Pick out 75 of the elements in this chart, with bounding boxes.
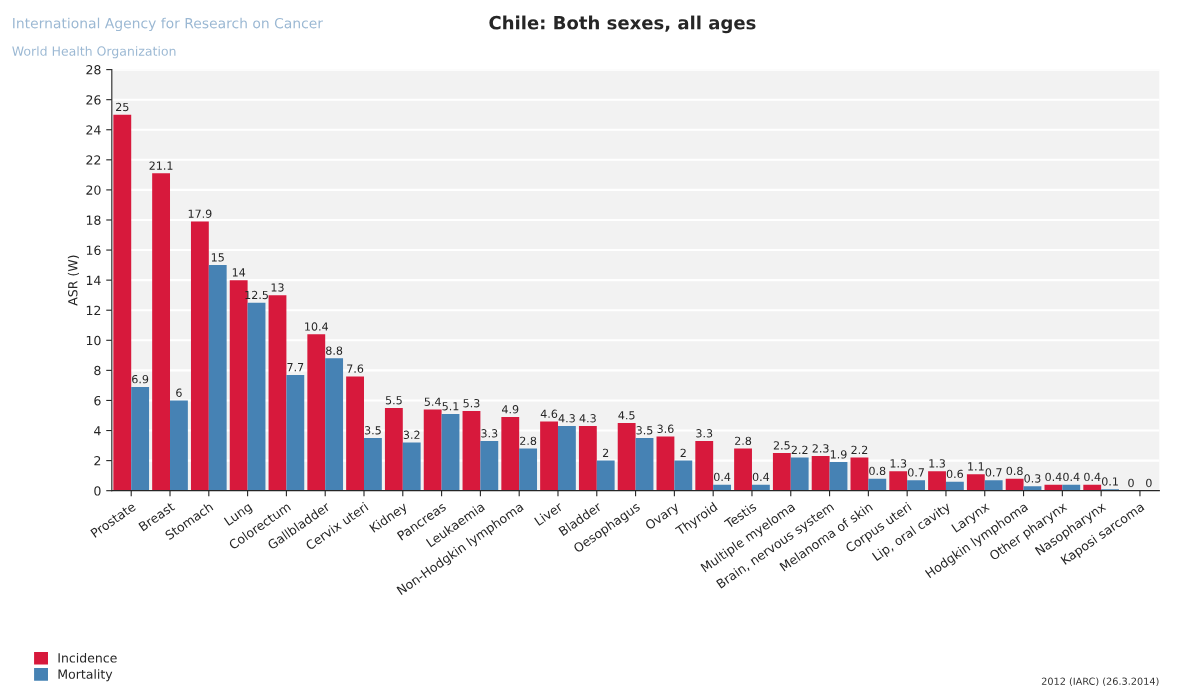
data-label: 2 — [602, 448, 609, 457]
data-label: 2.2 — [851, 445, 868, 454]
data-label: 4.3 — [558, 414, 575, 423]
y-tick-label: 14 — [86, 275, 101, 285]
y-tick-label: 16 — [86, 245, 101, 255]
data-label: 0.3 — [1024, 474, 1041, 483]
y-tick-label: 12 — [86, 305, 101, 315]
y-tick-label: 26 — [86, 95, 101, 105]
data-label: 0.4 — [714, 472, 731, 482]
data-label: 0.7 — [985, 468, 1002, 477]
data-label: 5.5 — [385, 396, 402, 405]
data-label: 3.5 — [364, 426, 381, 435]
data-label: 10.4 — [305, 322, 329, 331]
data-label: 0 — [1128, 478, 1134, 488]
data-label: 8.8 — [326, 346, 343, 355]
data-label: 0.7 — [907, 468, 924, 477]
y-tick-label: 22 — [86, 155, 101, 165]
y-tick-label: 20 — [86, 185, 101, 195]
y-axis-title: ASR (W) — [67, 255, 79, 306]
chart-title: Chile: Both sexes, all ages — [489, 15, 756, 34]
data-label: 5.1 — [442, 402, 459, 411]
data-label: 2.3 — [812, 444, 829, 453]
data-label: 17.9 — [188, 209, 212, 218]
data-label: 4.5 — [618, 411, 635, 420]
data-label: 2.2 — [791, 445, 808, 454]
data-label: 4.3 — [579, 414, 596, 423]
data-label: 13 — [271, 283, 284, 292]
data-label: 25 — [116, 102, 129, 112]
legend-label: Incidence — [58, 652, 117, 663]
data-label: 1.3 — [890, 459, 907, 468]
data-label: 0.4 — [1084, 472, 1101, 482]
y-tick-label: 28 — [86, 65, 101, 75]
data-label: 2 — [680, 448, 686, 457]
data-label: 2.5 — [773, 441, 790, 450]
data-label: 4.9 — [501, 405, 519, 414]
text: 2012 (IARC) (26.3.2014) — [1041, 677, 1159, 687]
data-label: 3.3 — [481, 429, 498, 438]
data-label: 3.5 — [636, 426, 653, 435]
data-label: 0.8 — [869, 466, 886, 476]
data-label: 0.8 — [1006, 466, 1023, 476]
data-label: 15 — [211, 253, 224, 262]
y-tick-label: 18 — [86, 215, 101, 225]
y-tick-label: 8 — [94, 365, 101, 376]
data-label: 0.6 — [946, 469, 964, 479]
data-label: 6 — [176, 388, 182, 397]
data-label: 0 — [1146, 478, 1152, 488]
data-label: 5.3 — [463, 399, 480, 408]
data-label: 4.6 — [540, 409, 558, 418]
data-label: 0.4 — [1063, 472, 1080, 482]
text: International Agency for Research on Cancer — [13, 17, 324, 32]
data-label: 14 — [232, 268, 246, 277]
y-tick-label: 0 — [94, 486, 101, 496]
data-label: 2.8 — [520, 436, 537, 446]
y-tick-label: 10 — [86, 335, 101, 346]
data-label: 1.1 — [968, 462, 984, 471]
data-label: 2.8 — [735, 436, 752, 446]
y-tick-label: 2 — [94, 456, 101, 466]
data-label: 3.6 — [657, 424, 674, 433]
data-label: 0.4 — [1045, 472, 1062, 482]
data-label: 21.1 — [149, 161, 173, 170]
y-tick-label: 4 — [94, 426, 101, 436]
data-label: 3.2 — [403, 430, 420, 440]
data-label: 1.3 — [929, 459, 945, 468]
data-label: 7.7 — [287, 363, 304, 372]
legend-label: Mortality — [58, 669, 113, 682]
text: World Health Organization — [12, 46, 176, 59]
y-tick-label: 24 — [86, 125, 101, 135]
data-label: 7.6 — [347, 364, 364, 373]
data-label: 0.1 — [1101, 477, 1118, 486]
y-tick-label: 6 — [94, 395, 101, 406]
data-label: 1.9 — [830, 450, 847, 459]
data-label: 3.3 — [696, 429, 713, 438]
data-label: 5.4 — [424, 397, 441, 406]
data-label: 6.9 — [132, 374, 149, 384]
data-label: 0.4 — [752, 472, 770, 482]
